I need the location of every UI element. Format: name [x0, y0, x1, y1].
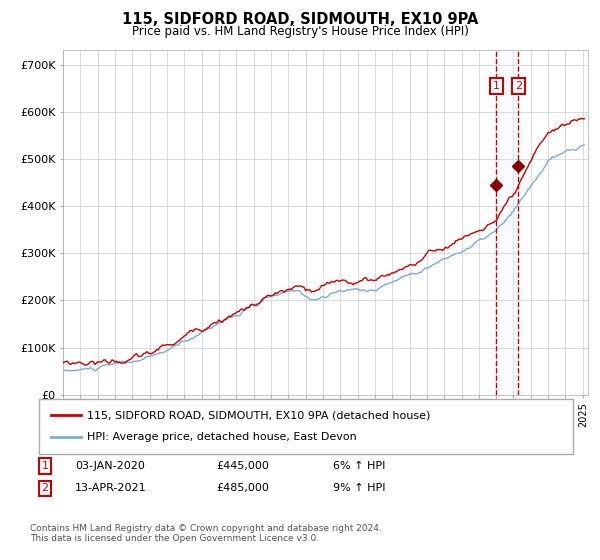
- Text: £485,000: £485,000: [216, 483, 269, 493]
- Text: 9% ↑ HPI: 9% ↑ HPI: [333, 483, 386, 493]
- Text: 2: 2: [41, 483, 49, 493]
- Text: 6% ↑ HPI: 6% ↑ HPI: [333, 461, 385, 471]
- Text: 1: 1: [493, 81, 500, 91]
- Text: 13-APR-2021: 13-APR-2021: [75, 483, 146, 493]
- Bar: [496, 50, 518, 395]
- Text: £445,000: £445,000: [216, 461, 269, 471]
- Text: Contains HM Land Registry data © Crown copyright and database right 2024.
This d: Contains HM Land Registry data © Crown c…: [30, 524, 382, 543]
- Text: 2: 2: [515, 81, 522, 91]
- Text: HPI: Average price, detached house, East Devon: HPI: Average price, detached house, East…: [87, 432, 357, 442]
- Text: 1: 1: [41, 461, 49, 471]
- Text: 03-JAN-2020: 03-JAN-2020: [75, 461, 145, 471]
- Text: Price paid vs. HM Land Registry's House Price Index (HPI): Price paid vs. HM Land Registry's House …: [131, 25, 469, 38]
- Text: 115, SIDFORD ROAD, SIDMOUTH, EX10 9PA (detached house): 115, SIDFORD ROAD, SIDMOUTH, EX10 9PA (d…: [87, 410, 430, 421]
- Text: 115, SIDFORD ROAD, SIDMOUTH, EX10 9PA: 115, SIDFORD ROAD, SIDMOUTH, EX10 9PA: [122, 12, 478, 27]
